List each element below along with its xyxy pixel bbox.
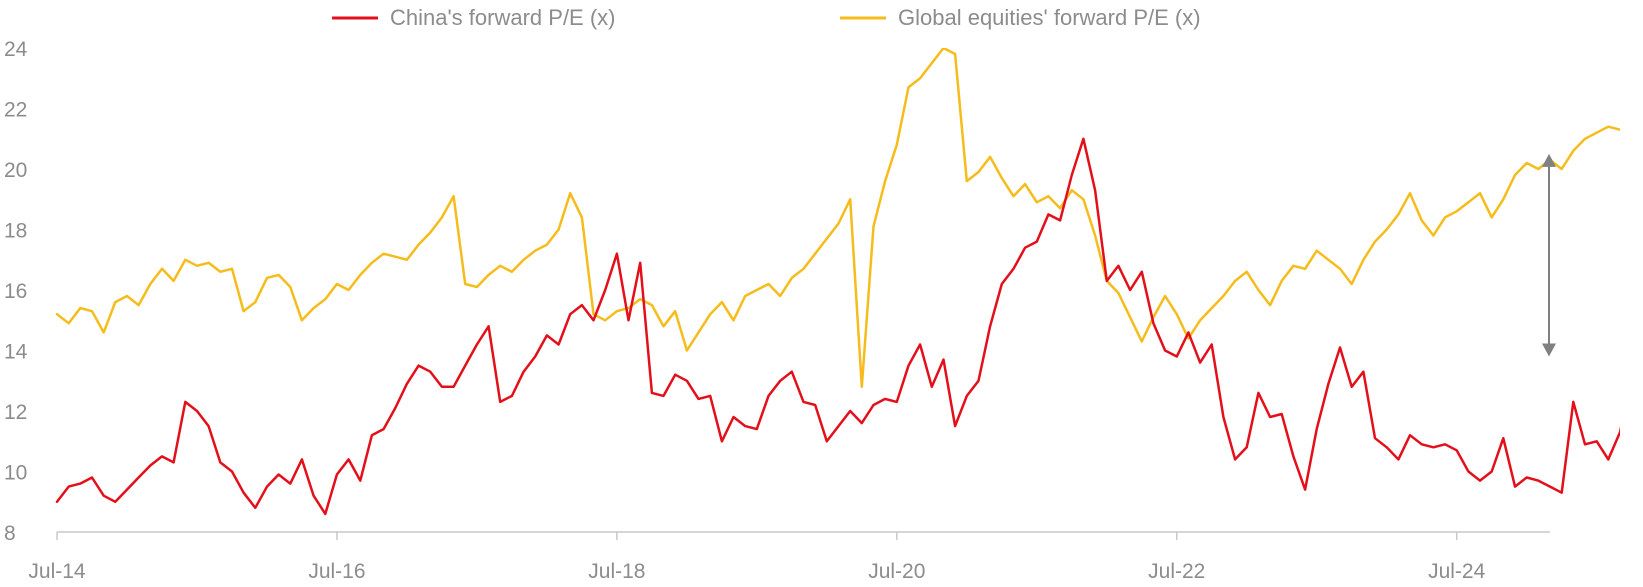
y-tick-label-18: 18	[4, 220, 27, 243]
x-axis: Jul-14 Jul-16 Jul-18 Jul-20 Jul-22 Jul-24	[28, 531, 1550, 583]
x-tick-label-Jul-22: Jul-22	[1148, 560, 1205, 583]
series-lines	[55, 48, 1620, 516]
y-tick-label-24: 24	[4, 38, 28, 61]
gap-annotation	[1542, 153, 1556, 357]
gap-arrow-head-up	[1542, 153, 1556, 167]
y-axis: 8 10 12 14 16 18 20 22 24	[4, 38, 28, 545]
y-tick-label-16: 16	[4, 280, 27, 303]
legend-label-1: Global equities' forward P/E (x)	[898, 5, 1201, 30]
x-tick-label-Jul-14: Jul-14	[28, 560, 86, 583]
x-tick-label-Jul-18: Jul-18	[588, 560, 645, 583]
x-tick-label-Jul-20: Jul-20	[868, 560, 925, 583]
legend-label-0: China's forward P/E (x)	[390, 5, 616, 30]
x-tick-label-Jul-24: Jul-24	[1428, 560, 1486, 583]
legend: China's forward P/E (x) Global equities' …	[332, 5, 1201, 30]
y-tick-label-12: 12	[4, 401, 27, 424]
series-line-1	[55, 48, 1620, 389]
y-tick-label-14: 14	[4, 341, 28, 364]
y-tick-label-22: 22	[4, 99, 27, 122]
y-tick-label-8: 8	[4, 522, 16, 545]
y-tick-label-10: 10	[4, 462, 27, 485]
series-line-0	[55, 137, 1620, 516]
y-tick-label-20: 20	[4, 159, 27, 182]
gap-arrow-head-down	[1542, 343, 1556, 357]
x-tick-label-Jul-16: Jul-16	[308, 560, 365, 583]
